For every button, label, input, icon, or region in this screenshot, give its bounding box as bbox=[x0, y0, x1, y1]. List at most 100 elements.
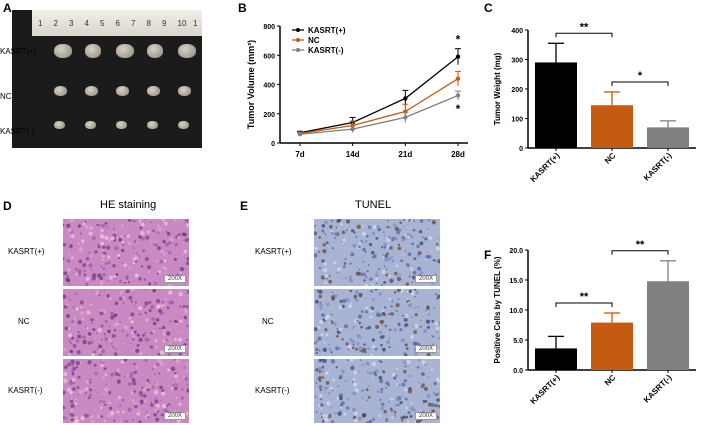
cell-dot bbox=[131, 378, 136, 382]
cell-dot bbox=[335, 226, 338, 229]
cell-dot bbox=[179, 271, 182, 274]
cell-dot bbox=[167, 352, 171, 356]
cell-dot bbox=[130, 300, 133, 303]
cell-dot bbox=[179, 316, 181, 318]
cell-dot bbox=[70, 244, 73, 247]
cell-dot bbox=[397, 243, 401, 247]
cell-dot bbox=[314, 225, 317, 227]
cell-dot bbox=[422, 383, 425, 386]
cell-dot bbox=[88, 231, 93, 236]
cell-dot bbox=[353, 382, 358, 387]
cell-dot bbox=[400, 338, 405, 343]
cell-dot bbox=[156, 246, 161, 251]
cell-dot bbox=[110, 315, 115, 320]
cell-dot bbox=[389, 226, 391, 228]
cell-dot bbox=[161, 303, 166, 308]
cell-dot bbox=[89, 360, 92, 363]
cell-dot bbox=[317, 250, 321, 254]
cell-dot bbox=[338, 396, 343, 401]
cell-dot bbox=[354, 298, 359, 302]
cell-dot bbox=[183, 376, 185, 379]
cell-dot bbox=[385, 273, 389, 277]
cell-dot bbox=[100, 284, 103, 286]
cell-dot bbox=[87, 262, 89, 264]
cell-dot bbox=[108, 337, 111, 340]
cell-dot bbox=[121, 240, 125, 244]
cell-dot bbox=[63, 223, 65, 227]
cell-dot bbox=[162, 329, 166, 332]
cell-dot bbox=[104, 261, 108, 266]
cell-dot bbox=[148, 282, 152, 286]
cell-dot bbox=[318, 379, 321, 382]
cell-dot bbox=[407, 252, 412, 257]
cell-dot bbox=[153, 240, 156, 243]
cell-dot bbox=[75, 272, 79, 276]
cell-dot bbox=[389, 278, 394, 283]
cell-dot bbox=[73, 419, 79, 423]
cell-dot bbox=[371, 256, 374, 259]
cell-dot bbox=[371, 361, 376, 367]
cell-dot bbox=[152, 229, 155, 233]
cell-dot bbox=[94, 250, 98, 254]
cell-dot bbox=[100, 348, 106, 354]
cell-dot bbox=[160, 249, 164, 254]
data-point bbox=[403, 96, 408, 101]
y-tick-label: 400 bbox=[263, 83, 275, 90]
cell-dot bbox=[404, 249, 407, 253]
cell-dot bbox=[169, 340, 173, 344]
cell-dot bbox=[156, 272, 159, 275]
cell-dot bbox=[323, 341, 326, 344]
cell-dot bbox=[155, 403, 160, 408]
series-line bbox=[299, 78, 459, 135]
cell-dot bbox=[132, 338, 135, 341]
cell-dot bbox=[168, 337, 171, 340]
cell-dot bbox=[391, 299, 395, 303]
cell-dot bbox=[75, 307, 80, 311]
cell-dot bbox=[356, 342, 360, 346]
cell-dot bbox=[109, 311, 114, 316]
cell-dot bbox=[98, 294, 101, 297]
cell-dot bbox=[112, 346, 114, 349]
cell-dot bbox=[412, 228, 416, 232]
cell-dot bbox=[346, 397, 349, 401]
cell-dot bbox=[396, 289, 402, 293]
panel-e-letter: E bbox=[240, 199, 249, 213]
cell-dot bbox=[437, 379, 440, 383]
cell-dot bbox=[374, 347, 378, 351]
tumor-specimen bbox=[54, 86, 67, 96]
significance-bracket bbox=[555, 302, 613, 307]
cell-dot bbox=[185, 305, 189, 309]
cell-dot bbox=[321, 420, 325, 423]
cell-dot bbox=[70, 397, 73, 400]
y-tick-label: 400 bbox=[511, 28, 523, 35]
cell-dot bbox=[407, 303, 412, 308]
cell-dot bbox=[93, 337, 96, 339]
cell-dot bbox=[367, 325, 372, 330]
cell-dot bbox=[144, 256, 149, 262]
legend-marker bbox=[296, 38, 300, 42]
cell-dot bbox=[115, 273, 119, 277]
cell-dot bbox=[372, 344, 376, 349]
cell-dot bbox=[66, 275, 69, 278]
cell-dot bbox=[172, 359, 176, 361]
cell-dot bbox=[411, 242, 415, 246]
cell-dot bbox=[118, 257, 121, 260]
cell-dot bbox=[427, 227, 430, 231]
cell-dot bbox=[331, 420, 335, 423]
cell-dot bbox=[393, 328, 397, 332]
cell-dot bbox=[185, 237, 189, 242]
cell-dot bbox=[67, 228, 72, 233]
cell-dot bbox=[325, 413, 329, 418]
cell-dot bbox=[340, 406, 343, 409]
ruler-number: 2 bbox=[53, 19, 58, 28]
cell-dot bbox=[93, 350, 96, 354]
he-row-label: KASRT(-) bbox=[8, 386, 43, 395]
cell-dot bbox=[325, 372, 328, 375]
legend-label: NC bbox=[308, 36, 320, 45]
cell-dot bbox=[398, 273, 402, 277]
cell-dot bbox=[139, 399, 144, 404]
cell-dot bbox=[115, 277, 117, 280]
cell-dot bbox=[90, 415, 94, 419]
cell-dot bbox=[96, 332, 99, 335]
cell-dot bbox=[319, 394, 323, 398]
